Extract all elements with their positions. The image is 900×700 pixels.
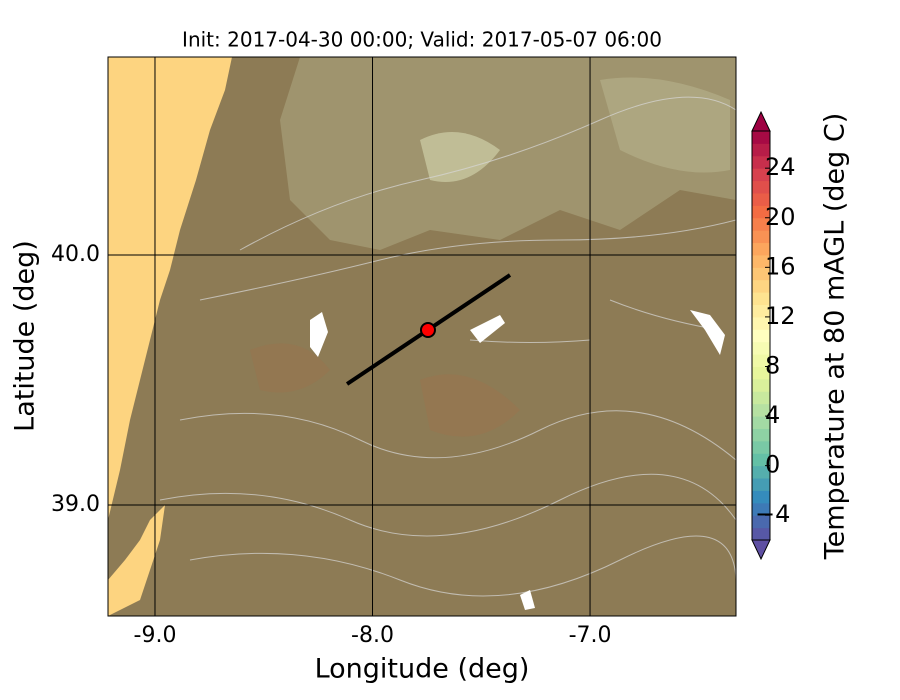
colorbar-band bbox=[752, 279, 770, 293]
colorbar-frame bbox=[751, 130, 771, 541]
colorbar-tick-label: 20 bbox=[765, 203, 796, 231]
chart-title: Init: 2017-04-30 00:00; Valid: 2017-05-0… bbox=[182, 28, 662, 52]
colorbar-band bbox=[752, 490, 770, 504]
x-axis-label: Longitude (deg) bbox=[315, 654, 530, 685]
colorbar-band bbox=[752, 515, 770, 529]
colorbar-tick-label: 16 bbox=[765, 252, 796, 280]
colorbar-tick-label: 24 bbox=[765, 153, 796, 181]
colorbar-tick-label: 8 bbox=[765, 351, 780, 379]
colorbar-extend-top bbox=[751, 110, 771, 132]
colorbar-band bbox=[752, 354, 770, 367]
colorbar-tick-label: −4 bbox=[755, 500, 790, 528]
colorbar-band bbox=[752, 440, 770, 454]
y-tick-label: 40.0 bbox=[51, 242, 100, 267]
colorbar-tick-label: 0 bbox=[765, 451, 780, 479]
colorbar-band bbox=[752, 168, 770, 182]
colorbar-band bbox=[752, 155, 770, 169]
colorbar-band bbox=[752, 304, 770, 318]
x-tick-label: -7.0 bbox=[569, 623, 612, 648]
colorbar-band bbox=[752, 292, 770, 306]
colorbar-band bbox=[752, 502, 770, 516]
colorbar-band bbox=[752, 242, 770, 256]
colorbar-band bbox=[752, 131, 770, 144]
colorbar-band bbox=[752, 453, 770, 467]
x-tick-label: -8.0 bbox=[351, 623, 394, 648]
terrain bbox=[108, 57, 736, 616]
colorbar-band bbox=[752, 316, 770, 330]
colorbar-band bbox=[752, 378, 770, 392]
colorbar-band bbox=[752, 329, 770, 343]
colorbar-band bbox=[752, 416, 770, 429]
map-frame bbox=[107, 56, 737, 617]
colorbar-band bbox=[752, 391, 770, 405]
colorbar-tick-label: 4 bbox=[765, 401, 780, 429]
colorbar-band bbox=[752, 217, 770, 231]
point-marker bbox=[419, 322, 436, 338]
y-axis-label: Latitude (deg) bbox=[10, 240, 41, 432]
colorbar-band bbox=[752, 180, 770, 194]
colorbar-extend-bottom bbox=[751, 539, 771, 561]
y-tick-label: 39.0 bbox=[51, 492, 100, 517]
colorbar-band bbox=[752, 254, 770, 268]
colorbar-band bbox=[752, 366, 770, 380]
colorbar-band bbox=[752, 267, 770, 281]
colorbar-tick-label: 12 bbox=[765, 302, 796, 330]
colorbar-band bbox=[752, 143, 770, 157]
colorbar-band bbox=[752, 403, 770, 417]
colorbar-band bbox=[752, 428, 770, 442]
colorbar-band bbox=[752, 205, 770, 219]
colorbar-label: Temperature at 80 mAGL (deg C) bbox=[820, 113, 851, 561]
colorbar-band bbox=[752, 192, 770, 206]
colorbar-band bbox=[752, 230, 770, 244]
x-tick-label: -9.0 bbox=[134, 623, 177, 648]
colorbar-band bbox=[752, 478, 770, 491]
colorbar-band bbox=[752, 341, 770, 355]
colorbar-band bbox=[752, 465, 770, 479]
colorbar-band bbox=[752, 527, 770, 541]
